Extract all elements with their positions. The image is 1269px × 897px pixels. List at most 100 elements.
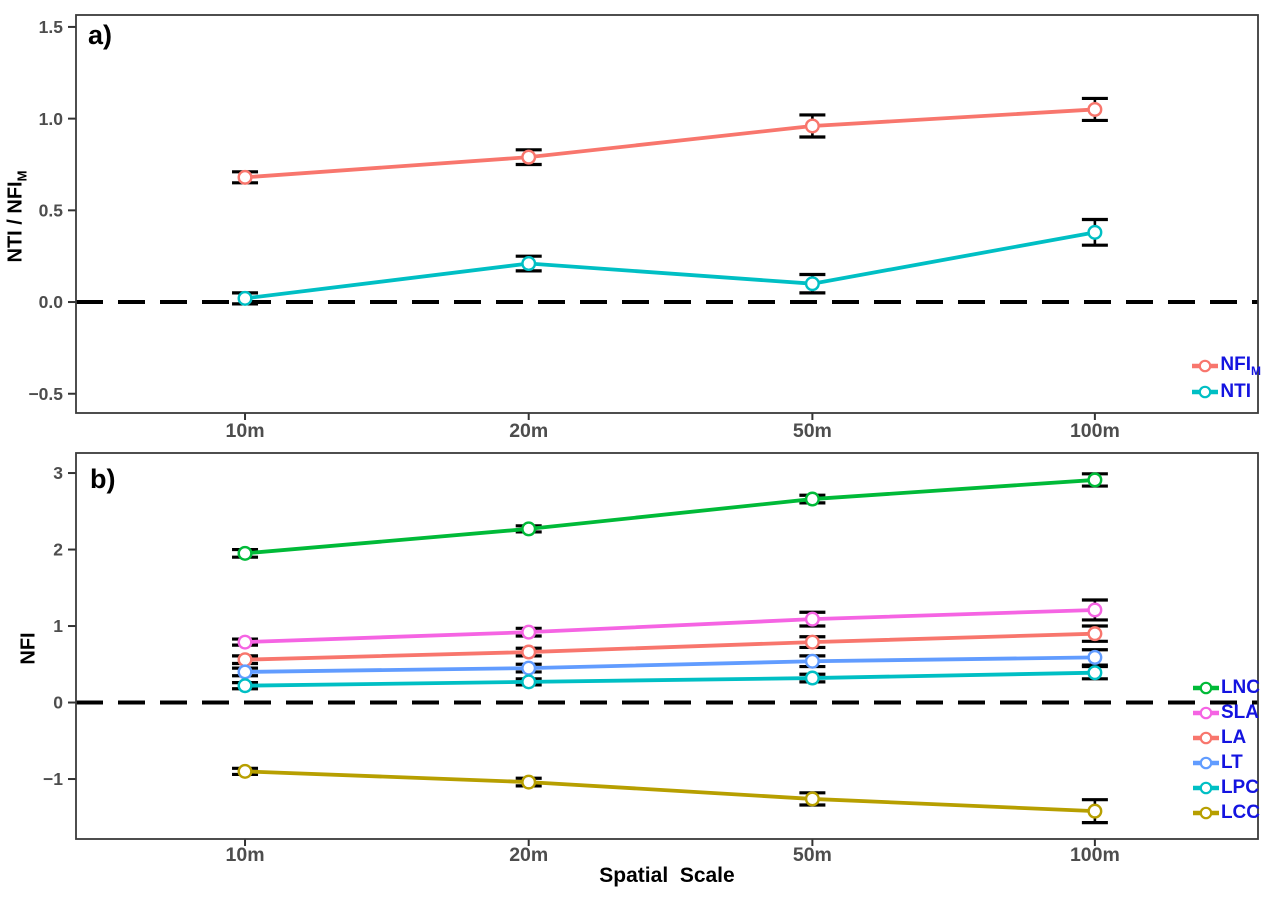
- legend-key-icon: [1192, 681, 1219, 694]
- legend-item-nti: NTI: [1191, 381, 1261, 402]
- data-point: [521, 660, 537, 676]
- legend-label: LCC: [1220, 802, 1260, 823]
- data-point: [521, 149, 537, 165]
- legend-key-icon: [1192, 806, 1219, 819]
- data-point: [237, 169, 253, 185]
- x-tick-label: 50m: [793, 844, 832, 866]
- panel-b-label: b): [90, 464, 116, 494]
- legend-key-point: [1199, 806, 1213, 819]
- series-line: [243, 478, 1097, 556]
- data-point: [804, 611, 820, 627]
- series-line: [243, 769, 1097, 814]
- panel-a-label: a): [88, 20, 113, 50]
- legend-item-lpc: LPC: [1192, 777, 1260, 798]
- data-point: [1087, 101, 1103, 117]
- data-point: [521, 521, 537, 537]
- y-tick-label: 2: [53, 540, 63, 560]
- data-point: [237, 634, 253, 650]
- legend-key-icon: [1192, 359, 1219, 372]
- legend-label: SLA: [1220, 702, 1259, 723]
- legend-panel-a: NFIM NTI: [1191, 355, 1261, 402]
- series-line: [243, 631, 1097, 662]
- series-line: [243, 608, 1097, 644]
- y-tick-label: 1.5: [39, 17, 64, 37]
- legend-key-point: [1199, 681, 1213, 694]
- legend-item-nfim: NFIM: [1191, 355, 1261, 376]
- panel-a-y-axis-title-subscript: M: [14, 170, 30, 182]
- data-point: [1087, 602, 1103, 618]
- legend-key-point: [1199, 756, 1213, 769]
- legend-key-point: [1199, 385, 1212, 398]
- legend-label: LNC: [1220, 677, 1260, 698]
- data-point: [804, 791, 820, 807]
- data-point: [237, 678, 253, 694]
- y-tick-label: 0.5: [39, 200, 64, 220]
- x-tick-label: 10m: [226, 420, 265, 442]
- x-tick-label: 20m: [509, 420, 548, 442]
- y-tick-label: 1: [53, 616, 63, 636]
- data-point: [1087, 803, 1103, 819]
- y-tick-label: 3: [53, 463, 63, 483]
- legend-key-point: [1199, 781, 1213, 794]
- legend-item-lnc: LNC: [1192, 677, 1260, 698]
- panel-a-y-axis-title: NTI / NFIM: [5, 157, 30, 277]
- y-tick-label: 1.0: [39, 109, 64, 129]
- data-point: [804, 491, 820, 507]
- panel-a-y-axis-title-text: NTI / NFI: [4, 181, 27, 263]
- data-point: [1087, 626, 1103, 642]
- series-line: [243, 655, 1097, 674]
- legend-label: LT: [1220, 752, 1243, 773]
- legend-panel-b: LNC SLA LA LT LPC LCC: [1192, 677, 1260, 823]
- data-point: [804, 118, 820, 134]
- legend-item-la: LA: [1192, 727, 1260, 748]
- x-tick-label: 100m: [1070, 420, 1120, 442]
- legend-key-point: [1199, 706, 1213, 719]
- data-point: [1087, 649, 1103, 665]
- panel-b: 3 2 1 0 −1 10m 20m 50m 100m: [43, 452, 1259, 866]
- legend-key-icon: [1192, 781, 1219, 794]
- data-point: [237, 763, 253, 779]
- panel-border: [75, 452, 1259, 840]
- legend-key-icon: [1192, 756, 1219, 769]
- panel-b-y-axis-title-text: NFI: [17, 632, 40, 665]
- legend-label: NTI: [1220, 381, 1251, 402]
- series-line: [243, 230, 1097, 301]
- legend-item-sla: SLA: [1192, 702, 1260, 723]
- x-tick-label: 20m: [509, 844, 548, 866]
- series-line: [243, 107, 1097, 180]
- y-tick-label: 0: [53, 693, 63, 713]
- data-point: [804, 653, 820, 669]
- data-point: [521, 774, 537, 790]
- data-point: [521, 674, 537, 690]
- legend-key-point: [1199, 359, 1212, 372]
- x-tick-label: 50m: [793, 420, 832, 442]
- data-point: [237, 664, 253, 680]
- y-tick-label: −0.5: [28, 384, 63, 404]
- x-tick-label: 100m: [1070, 844, 1120, 866]
- data-point: [804, 670, 820, 686]
- legend-key-icon: [1192, 706, 1219, 719]
- data-point: [1087, 665, 1103, 681]
- data-point: [521, 256, 537, 272]
- data-point: [1087, 224, 1103, 240]
- panel-b-y-axis-title: NFI: [18, 629, 43, 669]
- data-point: [237, 545, 253, 561]
- legend-key-icon: [1192, 731, 1219, 744]
- data-point: [1087, 472, 1103, 488]
- x-tick-label: 10m: [226, 844, 265, 866]
- legend-label: LA: [1220, 727, 1247, 748]
- data-point: [237, 290, 253, 306]
- data-point: [521, 644, 537, 660]
- x-axis-title: Spatial Scale: [599, 864, 735, 887]
- panel-a: 1.5 1.0 0.5 0.0 −0.5 10m 20m 50m 100m: [28, 14, 1259, 442]
- legend-key-icon: [1192, 385, 1219, 398]
- legend-item-lt: LT: [1192, 752, 1260, 773]
- legend-key-point: [1199, 731, 1213, 744]
- y-tick-label: 0.0: [39, 292, 64, 312]
- series-line: [243, 670, 1097, 688]
- legend-label: NFIM: [1220, 353, 1261, 378]
- panel-border: [75, 14, 1259, 414]
- data-point: [521, 624, 537, 640]
